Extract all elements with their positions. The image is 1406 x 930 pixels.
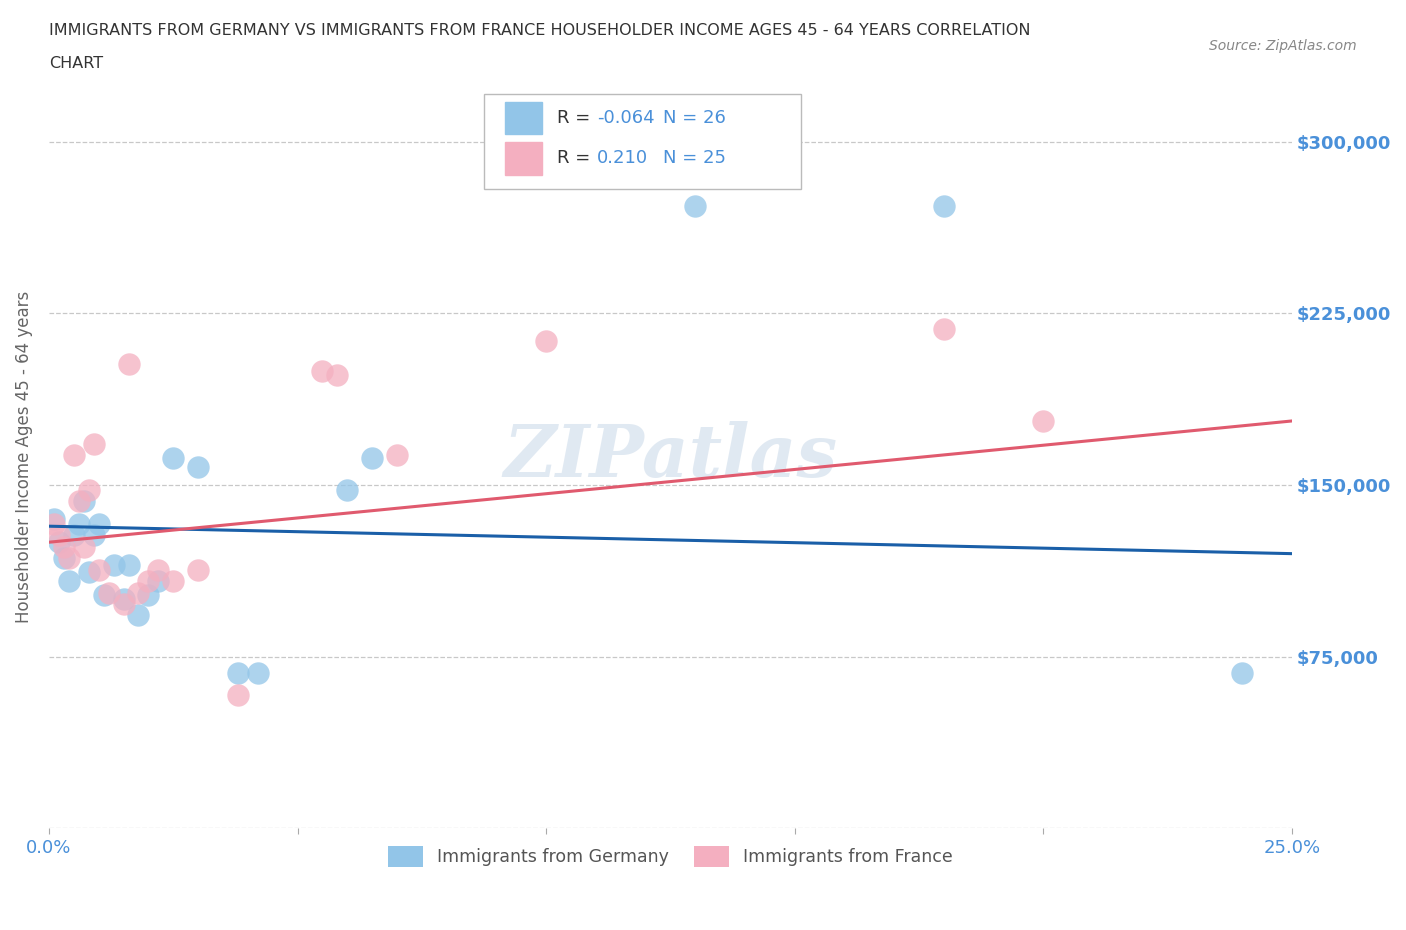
Text: N = 25: N = 25 <box>662 149 725 167</box>
Text: N = 26: N = 26 <box>662 109 725 126</box>
Point <box>73 494 96 509</box>
Text: 0.210: 0.210 <box>598 149 648 167</box>
Point <box>63 448 86 463</box>
Point <box>77 482 100 497</box>
Point <box>311 364 333 379</box>
Point <box>67 516 90 531</box>
Point <box>932 198 955 213</box>
Point <box>385 448 408 463</box>
Point <box>42 516 65 531</box>
Text: Source: ZipAtlas.com: Source: ZipAtlas.com <box>1209 39 1357 53</box>
Point <box>67 494 90 509</box>
Point <box>58 574 80 589</box>
Point <box>117 558 139 573</box>
FancyBboxPatch shape <box>484 94 801 189</box>
Point <box>83 436 105 451</box>
Point <box>52 539 75 554</box>
Point <box>93 588 115 603</box>
Point <box>52 551 75 565</box>
Point <box>48 528 70 543</box>
Point <box>87 516 110 531</box>
Point <box>112 592 135 607</box>
Point <box>117 356 139 371</box>
Point <box>58 551 80 565</box>
Point <box>534 334 557 349</box>
Bar <box>505 101 543 134</box>
Point <box>97 585 120 600</box>
Point <box>162 450 184 465</box>
Point <box>187 459 209 474</box>
Point <box>187 563 209 578</box>
Point <box>138 588 160 603</box>
Text: ZIPatlas: ZIPatlas <box>503 421 838 492</box>
Point <box>127 608 149 623</box>
Text: CHART: CHART <box>49 56 103 71</box>
Y-axis label: Householder Income Ages 45 - 64 years: Householder Income Ages 45 - 64 years <box>15 290 32 622</box>
Text: -0.064: -0.064 <box>598 109 655 126</box>
Legend: Immigrants from Germany, Immigrants from France: Immigrants from Germany, Immigrants from… <box>380 838 962 875</box>
Point <box>226 688 249 703</box>
Point <box>63 528 86 543</box>
Point <box>1032 414 1054 429</box>
Point <box>138 574 160 589</box>
Point <box>83 528 105 543</box>
Point <box>112 596 135 611</box>
Point <box>87 563 110 578</box>
Point <box>326 367 349 382</box>
Point <box>103 558 125 573</box>
Text: R =: R = <box>557 149 596 167</box>
Point <box>932 322 955 337</box>
Point <box>361 450 384 465</box>
Point <box>683 198 706 213</box>
Point <box>1230 665 1253 680</box>
Point <box>148 563 170 578</box>
Point <box>226 665 249 680</box>
Point <box>148 574 170 589</box>
Point <box>42 512 65 526</box>
Text: IMMIGRANTS FROM GERMANY VS IMMIGRANTS FROM FRANCE HOUSEHOLDER INCOME AGES 45 - 6: IMMIGRANTS FROM GERMANY VS IMMIGRANTS FR… <box>49 23 1031 38</box>
Text: R =: R = <box>557 109 596 126</box>
Point <box>48 535 70 550</box>
Bar <box>505 142 543 175</box>
Point <box>162 574 184 589</box>
Point <box>336 482 359 497</box>
Point <box>77 565 100 579</box>
Point <box>127 585 149 600</box>
Point <box>73 539 96 554</box>
Point <box>246 665 269 680</box>
